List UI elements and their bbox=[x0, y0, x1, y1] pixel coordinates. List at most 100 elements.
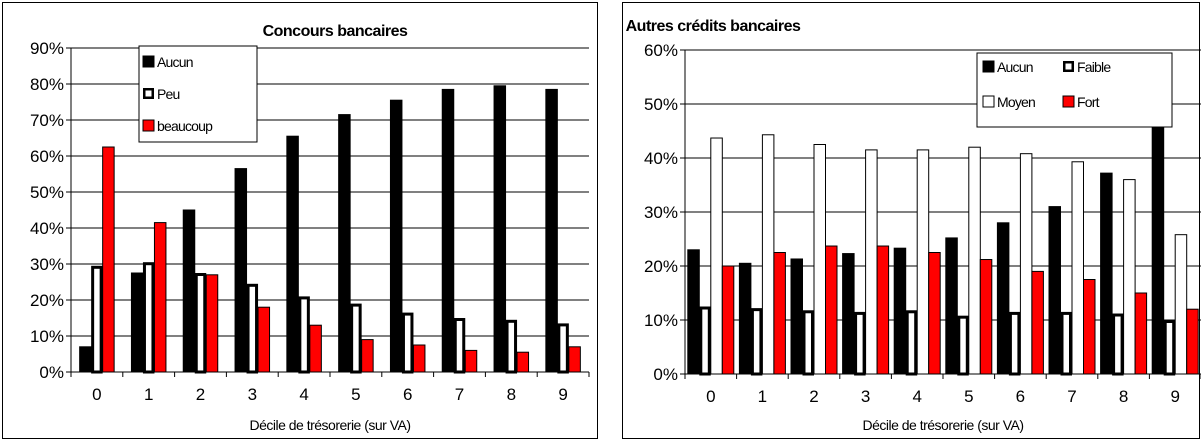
bar-moyen-3 bbox=[865, 149, 878, 375]
y-tick-label: 90% bbox=[30, 39, 64, 58]
legend-label: beaucoup bbox=[157, 118, 213, 134]
bar-aucun-8 bbox=[493, 85, 507, 373]
bar-peu-7 bbox=[453, 318, 466, 374]
legend-label: Aucun bbox=[997, 59, 1033, 75]
bar-aucun-4 bbox=[286, 135, 299, 373]
x-tick-label: 4 bbox=[299, 385, 308, 404]
legend-swatch-faible bbox=[1063, 61, 1074, 72]
x-tick-label: 6 bbox=[1016, 387, 1025, 406]
bar-fort-9 bbox=[1186, 308, 1199, 375]
bar-beaucoup-1 bbox=[153, 222, 167, 373]
x-axis-label: Décile de trésorerie (sur VA) bbox=[862, 417, 1023, 433]
bar-aucun-8 bbox=[1100, 172, 1113, 375]
bar-peu-4 bbox=[298, 296, 310, 374]
bar-faible-3 bbox=[854, 311, 866, 376]
bar-peu-1 bbox=[142, 262, 155, 374]
bar-moyen-9 bbox=[1174, 234, 1188, 375]
y-tick-label: 10% bbox=[644, 311, 678, 330]
legend-swatch-moyen bbox=[982, 95, 995, 108]
legend-label: Peu bbox=[157, 86, 180, 102]
chart-concours-bancaires: Concours bancaires 0% 10% 20% 30% 40% 50% 60% 70… bbox=[2, 2, 598, 439]
x-tick-label: 1 bbox=[144, 385, 153, 404]
bar-beaucoup-5 bbox=[361, 339, 374, 373]
bar-beaucoup-9 bbox=[568, 346, 581, 373]
x-tick-label: 3 bbox=[248, 385, 257, 404]
bar-fort-3 bbox=[876, 245, 890, 375]
bar-faible-9 bbox=[1163, 320, 1176, 376]
x-tick-label: 9 bbox=[1170, 387, 1179, 406]
x-tick-label: 8 bbox=[507, 385, 516, 404]
bar-beaucoup-4 bbox=[309, 324, 322, 373]
bar-moyen-7 bbox=[1071, 161, 1084, 375]
bar-fort-4 bbox=[928, 252, 941, 375]
bar-faible-7 bbox=[1060, 311, 1072, 376]
chart-title: Autres crédits bancaires bbox=[626, 18, 801, 35]
bar-moyen-2 bbox=[813, 144, 826, 375]
legend-swatch-beaucoup bbox=[142, 119, 155, 132]
bar-faible-4 bbox=[905, 310, 918, 376]
bar-aucun-4 bbox=[893, 247, 907, 375]
bar-moyen-0 bbox=[710, 137, 723, 375]
bar-peu-3 bbox=[246, 283, 259, 374]
x-tick-label: 6 bbox=[403, 385, 412, 404]
x-tick-label: 1 bbox=[758, 387, 767, 406]
legend-swatch-fort bbox=[1062, 95, 1075, 108]
bar-aucun-6 bbox=[389, 99, 403, 373]
bar-beaucoup-2 bbox=[205, 274, 219, 373]
legend-box bbox=[138, 45, 258, 143]
x-tick-label: 0 bbox=[92, 385, 101, 404]
y-tick-label: 50% bbox=[644, 95, 678, 114]
bar-peu-5 bbox=[350, 303, 362, 374]
x-axis-label: Décile de trésorerie (sur VA) bbox=[249, 417, 410, 433]
y-tick-label: 20% bbox=[30, 291, 64, 310]
bar-moyen-6 bbox=[1019, 153, 1033, 375]
bar-moyen-1 bbox=[761, 134, 775, 375]
bar-peu-0 bbox=[91, 265, 103, 374]
bar-beaucoup-6 bbox=[412, 344, 426, 373]
bar-aucun-9 bbox=[1151, 95, 1165, 375]
bar-peu-2 bbox=[194, 273, 207, 374]
bar-aucun-3 bbox=[234, 168, 248, 373]
bar-aucun-1 bbox=[738, 262, 752, 375]
bar-aucun-5 bbox=[945, 237, 958, 375]
bar-aucun-7 bbox=[441, 88, 455, 373]
bar-beaucoup-3 bbox=[257, 306, 271, 373]
chart-left-svg: Concours bancaires0%10%20%30%40%50%60%70… bbox=[30, 23, 590, 433]
bar-aucun-2 bbox=[182, 209, 196, 373]
bar-aucun-9 bbox=[545, 88, 558, 373]
legend-label: Faible bbox=[1077, 59, 1111, 75]
legend-label: Fort bbox=[1077, 94, 1100, 110]
bar-fort-7 bbox=[1083, 279, 1096, 375]
bar-beaucoup-7 bbox=[464, 349, 478, 373]
bar-peu-8 bbox=[505, 319, 518, 374]
bar-faible-5 bbox=[957, 315, 969, 376]
y-tick-label: 0% bbox=[653, 365, 678, 384]
y-tick-label: 0% bbox=[39, 363, 64, 382]
y-tick-label: 20% bbox=[644, 257, 678, 276]
x-tick-label: 7 bbox=[1067, 387, 1076, 406]
x-tick-label: 5 bbox=[964, 387, 973, 406]
bar-aucun-6 bbox=[996, 222, 1010, 375]
bar-faible-8 bbox=[1112, 313, 1124, 376]
y-tick-label: 50% bbox=[30, 183, 64, 202]
bar-fort-2 bbox=[825, 245, 838, 375]
x-tick-label: 3 bbox=[861, 387, 870, 406]
chart-right-svg: Autres crédits bancaires0%10%20%30%40%50… bbox=[626, 18, 1201, 433]
legend-label: Aucun bbox=[157, 54, 193, 70]
bar-fort-1 bbox=[773, 252, 786, 375]
bar-beaucoup-0 bbox=[102, 146, 115, 373]
bar-faible-2 bbox=[802, 310, 814, 376]
x-tick-label: 0 bbox=[706, 387, 715, 406]
bar-moyen-5 bbox=[968, 146, 981, 375]
y-tick-label: 70% bbox=[30, 111, 64, 130]
y-tick-label: 80% bbox=[30, 75, 64, 94]
bar-aucun-7 bbox=[1048, 206, 1061, 375]
legend-swatch-aucun bbox=[982, 60, 995, 73]
bar-fort-0 bbox=[721, 265, 735, 375]
x-tick-label: 7 bbox=[455, 385, 464, 404]
bar-beaucoup-8 bbox=[516, 351, 530, 373]
x-tick-label: 9 bbox=[558, 385, 567, 404]
bar-aucun-1 bbox=[130, 272, 144, 373]
bar-aucun-0 bbox=[79, 346, 92, 373]
bar-faible-1 bbox=[750, 308, 763, 376]
